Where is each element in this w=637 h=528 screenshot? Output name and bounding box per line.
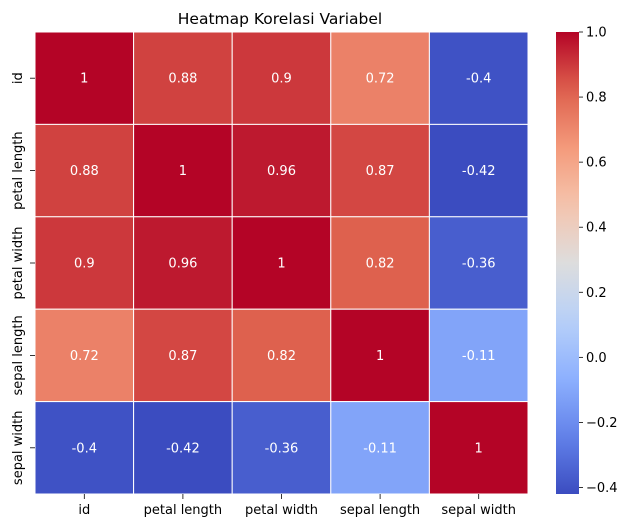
heatmap-cell: [133, 401, 233, 495]
cell-value-label: 1: [277, 257, 285, 272]
cell-value-label: 0.9: [74, 257, 95, 272]
colorbar-tick-label: 0.6: [586, 156, 607, 171]
colorbar-tick-label: 1.0: [586, 26, 607, 41]
y-axis: id petal length petal width sepal length sep…: [11, 72, 35, 485]
cell-value-label: -0.11: [462, 349, 496, 364]
x-tick-label: id: [78, 503, 90, 518]
cell-value-label: 1: [179, 164, 187, 179]
cell-value-label: -0.4: [72, 441, 97, 456]
heatmap-cell: [133, 216, 233, 310]
heatmap-cell: [231, 123, 332, 218]
colorbar-tick-label: −0.4: [586, 481, 618, 496]
cell-value-label: 0.96: [168, 257, 197, 272]
heatmap-cell: [231, 308, 332, 403]
heatmap-cells: [34, 31, 529, 495]
cell-value-label: -0.36: [265, 441, 299, 456]
cell-value-label: -0.4: [466, 72, 491, 87]
cell-value-label: 0.9: [271, 72, 292, 87]
cell-value-label: 1: [475, 441, 483, 456]
heatmap-cell: [133, 31, 233, 125]
cell-value-label: 0.96: [267, 164, 296, 179]
cell-value-label: -0.36: [462, 257, 496, 272]
colorbar-tick-label: −0.2: [586, 416, 618, 431]
y-tick-label: petal length: [11, 131, 26, 210]
heatmap-cell: [34, 123, 135, 218]
heatmap-cell: [133, 308, 233, 403]
cell-value-label: 0.88: [168, 72, 197, 87]
heatmap-cell: [34, 401, 135, 495]
colorbar-tick-label: 0.2: [586, 286, 607, 301]
cell-value-label: 1: [80, 72, 88, 87]
y-tick-label: sepal width: [11, 411, 26, 486]
y-tick-label: sepal length: [11, 315, 26, 395]
y-tick-label: id: [11, 72, 26, 84]
heatmap-cell: [330, 308, 430, 403]
heatmap-cell: [330, 31, 430, 125]
cell-value-label: 0.88: [70, 164, 99, 179]
x-tick-label: petal width: [245, 503, 318, 518]
colorbar-tick-label: 0.4: [586, 221, 607, 236]
heatmap-cell: [428, 216, 529, 310]
cell-annotations: 1 0.88 0.9 0.72 -0.4 0.88 1 0.96 0.87 -0.42 0.9 0.9…: [70, 72, 496, 457]
x-axis: id petal length petal width sepal length sep…: [78, 494, 516, 518]
heatmap-cell: [34, 31, 135, 125]
cell-value-label: -0.11: [363, 441, 397, 456]
colorbar-gradient: [556, 32, 579, 494]
cell-value-label: -0.42: [462, 164, 496, 179]
heatmap-cell: [330, 216, 430, 310]
heatmap-cell: [428, 308, 529, 403]
cell-value-label: 0.87: [168, 349, 197, 364]
cell-value-label: 0.82: [267, 349, 296, 364]
cell-value-label: -0.42: [166, 441, 200, 456]
cell-value-label: 0.82: [366, 257, 395, 272]
heatmap-cell: [231, 401, 332, 495]
x-tick-label: sepal length: [340, 503, 420, 518]
cell-value-label: 0.72: [366, 72, 395, 87]
chart-title: Heatmap Korelasi Variabel: [178, 10, 382, 28]
y-tick-label: petal width: [11, 227, 26, 300]
cell-value-label: 1: [376, 349, 384, 364]
colorbar-tick-label: 0.8: [586, 91, 607, 106]
heatmap-cell: [231, 31, 332, 125]
cell-value-label: 0.72: [70, 349, 99, 364]
heatmap-cell: [428, 401, 529, 495]
heatmap-cell: [428, 31, 529, 125]
colorbar: 1.0 0.8 0.6 0.4 0.2 0.0 −0.2 −0.4: [556, 26, 618, 496]
heatmap-cell: [231, 216, 332, 310]
x-tick-label: sepal width: [441, 503, 516, 518]
colorbar-tick-label: 0.0: [586, 351, 607, 366]
cell-value-label: 0.87: [366, 164, 395, 179]
heatmap-cell: [428, 123, 529, 218]
x-tick-label: petal length: [144, 503, 223, 518]
